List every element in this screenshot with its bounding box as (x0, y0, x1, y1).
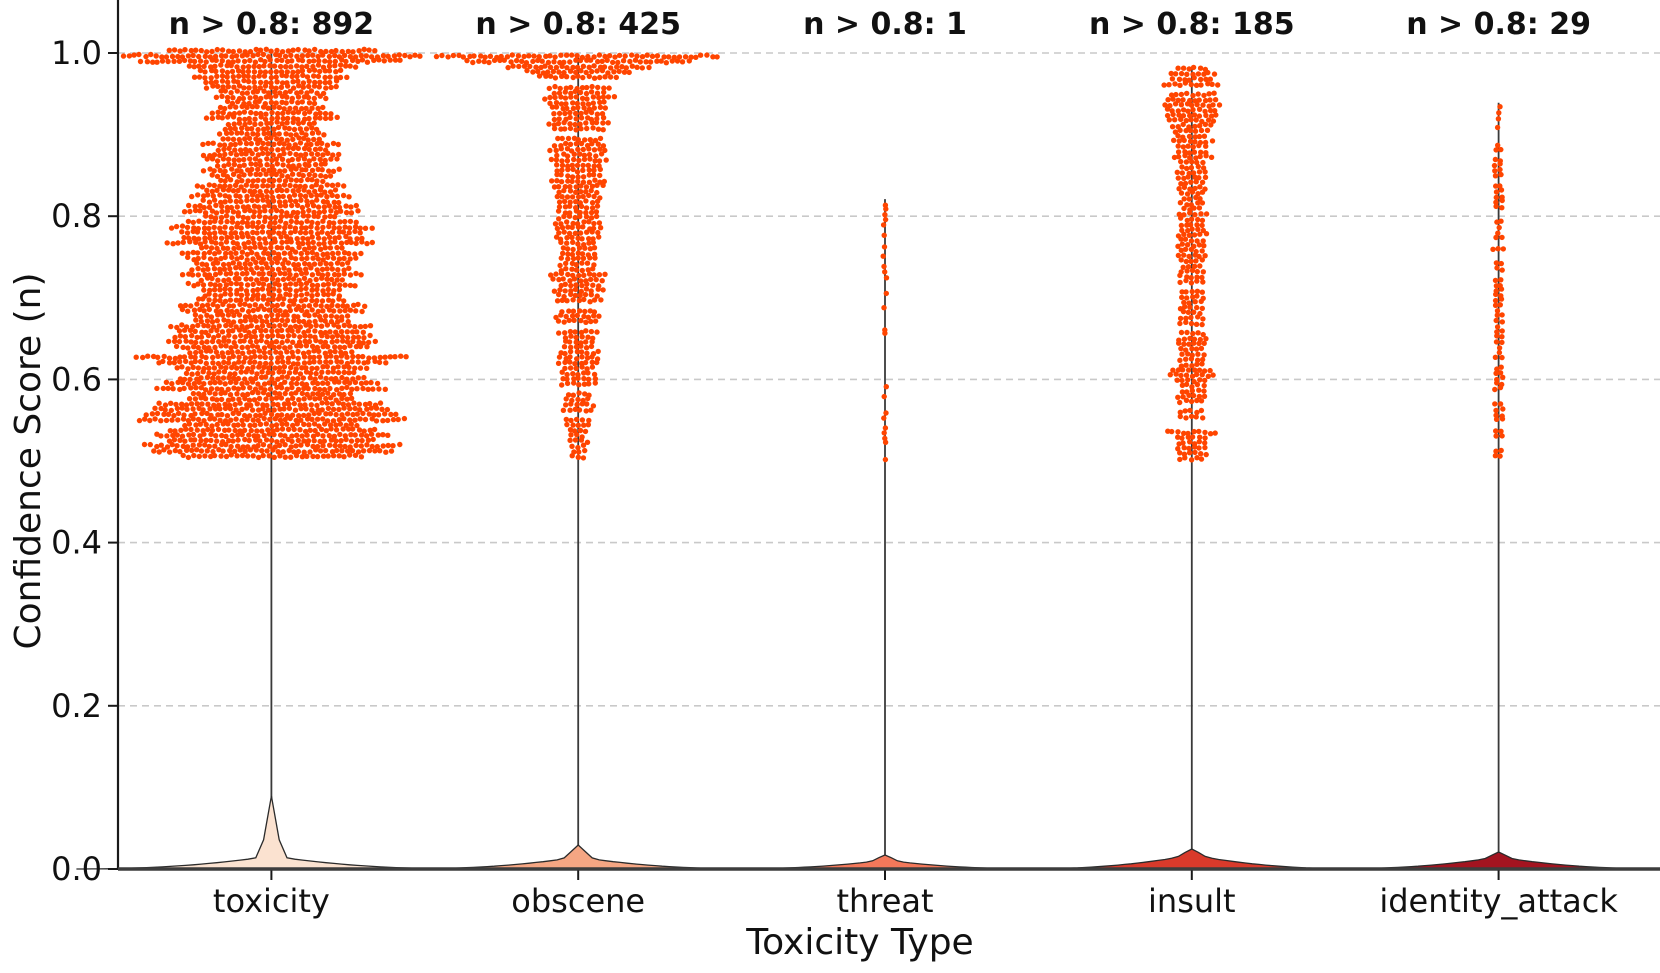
swarm-points-toxicity (120, 46, 423, 461)
count-annotation-obscene: n > 0.8: 425 (475, 7, 681, 42)
x-tick-label-toxicity: toxicity (213, 882, 330, 920)
x-axis-title: Toxicity Type (745, 922, 973, 963)
swarm-points-obscene (433, 52, 720, 461)
y-tick-label-0.6: 0.6 (51, 360, 102, 398)
y-tick-label-1.0: 1.0 (51, 34, 102, 72)
count-annotation-insult: n > 0.8: 185 (1089, 7, 1295, 42)
count-annotation-identity_attack: n > 0.8: 29 (1406, 7, 1591, 42)
swarm-points-threat (880, 202, 890, 463)
y-tick-label-0.0: 0.0 (51, 850, 102, 888)
y-tick-label-0.2: 0.2 (51, 687, 102, 725)
violin-shape-threat (730, 854, 1034, 870)
axes-spines (116, 0, 1660, 871)
violin-shape-toxicity (76, 795, 459, 870)
violin-shape-identity_attack (1330, 851, 1660, 870)
swarm-points-insult (1161, 64, 1223, 463)
x-tick-label-identity_attack: identity_attack (1379, 882, 1618, 920)
y-tick-labels: 0.0 0.2 0.4 0.6 0.8 1.0 (51, 34, 118, 888)
swarm-points (120, 46, 1507, 463)
x-tick-label-threat: threat (836, 882, 933, 920)
x-tick-label-obscene: obscene (511, 882, 645, 920)
violin-shape-obscene (403, 844, 747, 870)
count-annotation-toxicity: n > 0.8: 892 (169, 7, 375, 42)
count-annotations: n > 0.8: 892 n > 0.8: 425 n > 0.8: 1 n > 0.… (169, 7, 1591, 42)
count-annotation-threat: n > 0.8: 1 (803, 7, 967, 42)
y-tick-label-0.4: 0.4 (51, 524, 102, 562)
x-tick-label-insult: insult (1148, 882, 1236, 920)
swarm-points-identity_attack (1490, 104, 1507, 459)
violin-shape-insult (1023, 848, 1354, 870)
x-tick-labels: toxicity obscene threat insult identity_atta… (213, 870, 1618, 920)
violin-shapes (76, 795, 1660, 870)
y-axis-title: Confidence Score (n) (8, 272, 49, 649)
y-tick-label-0.8: 0.8 (51, 197, 102, 235)
